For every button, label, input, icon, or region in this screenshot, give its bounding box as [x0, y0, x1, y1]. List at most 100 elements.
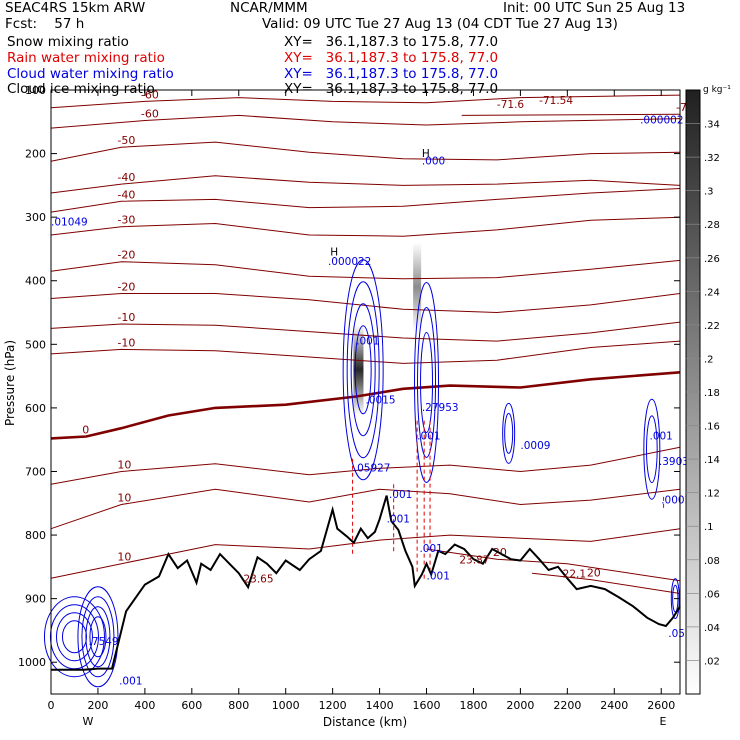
colorbar-tick-label: .08: [704, 556, 720, 567]
colorbar-tick-label: .28: [704, 220, 720, 231]
isotherm: [50, 488, 681, 530]
snow-shading: [353, 325, 364, 415]
x-tick-label: 1400: [366, 699, 394, 712]
field-name-cloud: Cloud water mixing ratio: [7, 66, 174, 82]
cloud-water-contour: [55, 612, 93, 662]
valid-time: Valid: 09 UTC Tue 27 Aug 13 (04 CDT Tue …: [262, 16, 618, 32]
field-name-snow: Snow mixing ratio: [7, 34, 129, 50]
colorbar-tick-label: .22: [704, 321, 720, 332]
x-axis-label: Distance (km): [323, 715, 407, 729]
cloud-water-contour: [354, 325, 372, 415]
x-tick-label: 1200: [319, 699, 347, 712]
model-title: SEAC4RS 15km ARW: [5, 0, 146, 16]
y-tick-label: 600: [25, 402, 46, 415]
plot-frame: [50, 89, 681, 695]
colorbar-tick-label: .34: [704, 120, 720, 131]
contour-label: .001: [387, 513, 410, 525]
contour-label: .0015: [366, 394, 396, 406]
colorbar-unit: g kg⁻¹: [703, 85, 731, 95]
cloud-water-contour: [346, 281, 380, 459]
field-xy-cloud: XY= 36.1,187.3 to 175.8, 77.0: [284, 66, 499, 82]
x-end-label-east: E: [660, 715, 667, 728]
cloud-water-contour: [61, 620, 87, 654]
x-tick-label: 2200: [553, 699, 581, 712]
colorbar-tick-label: .26: [704, 254, 720, 265]
cloud-water-contour: [350, 303, 376, 437]
contour-label: .000022: [328, 256, 371, 268]
init-time: Init: 00 UTC Sun 25 Aug 13: [503, 0, 686, 16]
y-tick-label: 1000: [18, 656, 46, 669]
x-tick-label: 600: [181, 699, 202, 712]
contour-label: .000002: [640, 115, 683, 127]
cloud-water-contour: [417, 306, 437, 458]
colorbar-tick-label: .3: [704, 187, 714, 198]
y-axis-label: Pressure (hPa): [3, 340, 17, 426]
contour-label: .3903: [659, 456, 689, 468]
y-tick-label: 400: [25, 275, 46, 288]
isotherm: [50, 216, 681, 237]
isotherm: [50, 259, 681, 280]
x-tick-label: 2000: [506, 699, 534, 712]
cloud-water-contour: [504, 412, 514, 454]
isotherm: [50, 141, 681, 162]
isotherm-label: 20: [587, 567, 601, 580]
isotherm: [50, 175, 681, 194]
isotherm-label: -20: [117, 249, 135, 262]
plot-area: -70-60-60-50-40-40-30-20-20-10-100101010…: [43, 88, 698, 687]
x-tick-label: 2600: [647, 699, 675, 712]
isotherm-label: -50: [117, 134, 135, 147]
isotherm: [532, 572, 681, 594]
colorbar-tick-label: .2: [704, 354, 714, 365]
cloud-water-contour: [643, 398, 661, 500]
colorbar-tick-label: .02: [704, 656, 720, 667]
isotherm-label: -10: [117, 336, 135, 349]
x-tick-label: 2400: [600, 699, 628, 712]
isotherm: [50, 528, 681, 579]
contour-label: .001: [119, 675, 142, 687]
y-tick-label: 200: [25, 148, 46, 161]
isotherm: [426, 548, 681, 582]
contour-label: .001: [427, 571, 450, 583]
isotherm: [50, 340, 681, 364]
colorbar-tick-label: .14: [704, 455, 720, 466]
isotherm-label: 10: [117, 458, 131, 471]
field-xy-rain: XY= 36.1,187.3 to 175.8, 77.0: [284, 50, 499, 66]
colorbar-tick-label: .24: [704, 287, 720, 298]
terrain-line: [51, 495, 681, 671]
isotherm: [50, 446, 681, 485]
cloud-water-contour: [85, 606, 111, 668]
x-tick-label: 800: [228, 699, 249, 712]
isotherm-label: -20: [117, 280, 135, 293]
contour-label: .000: [422, 155, 445, 167]
x-tick-label: 0: [48, 699, 55, 712]
isotherm: [50, 94, 681, 109]
y-tick-label: 500: [25, 338, 46, 351]
contour-label: .001: [417, 431, 440, 443]
contour-label: 22.1: [563, 569, 586, 581]
isotherm: [50, 188, 681, 213]
x-tick-label: 200: [87, 699, 108, 712]
cloud-water-contour: [502, 402, 516, 464]
cloud-water-contour: [414, 281, 440, 483]
contour-label: -71.54: [539, 95, 573, 107]
field-xy-snow: XY= 36.1,187.3 to 175.8, 77.0: [284, 34, 499, 50]
contour-label: .0009: [520, 440, 550, 452]
contour-label: H: [422, 148, 430, 160]
isotherm-label: 0: [82, 424, 89, 437]
contour-label: .05927: [354, 462, 391, 474]
cloud-water-contour: [342, 259, 384, 481]
cloud-water-contour: [43, 596, 105, 678]
x-end-label-west: W: [83, 715, 94, 728]
cloud-water-contour: [646, 415, 658, 484]
y-tick-label: 100: [25, 84, 46, 97]
colorbar-tick-label: .32: [704, 153, 720, 164]
contour-label: -71.6: [497, 99, 524, 111]
isotherm-label: 10: [117, 551, 131, 564]
isotherm: [461, 113, 681, 116]
org-label: NCAR/MMM: [230, 0, 308, 16]
colorbar-tick-label: .04: [704, 623, 720, 634]
snow-shading: [413, 242, 422, 332]
contour-label: 23.65: [243, 574, 273, 586]
x-tick-label: 1000: [272, 699, 300, 712]
